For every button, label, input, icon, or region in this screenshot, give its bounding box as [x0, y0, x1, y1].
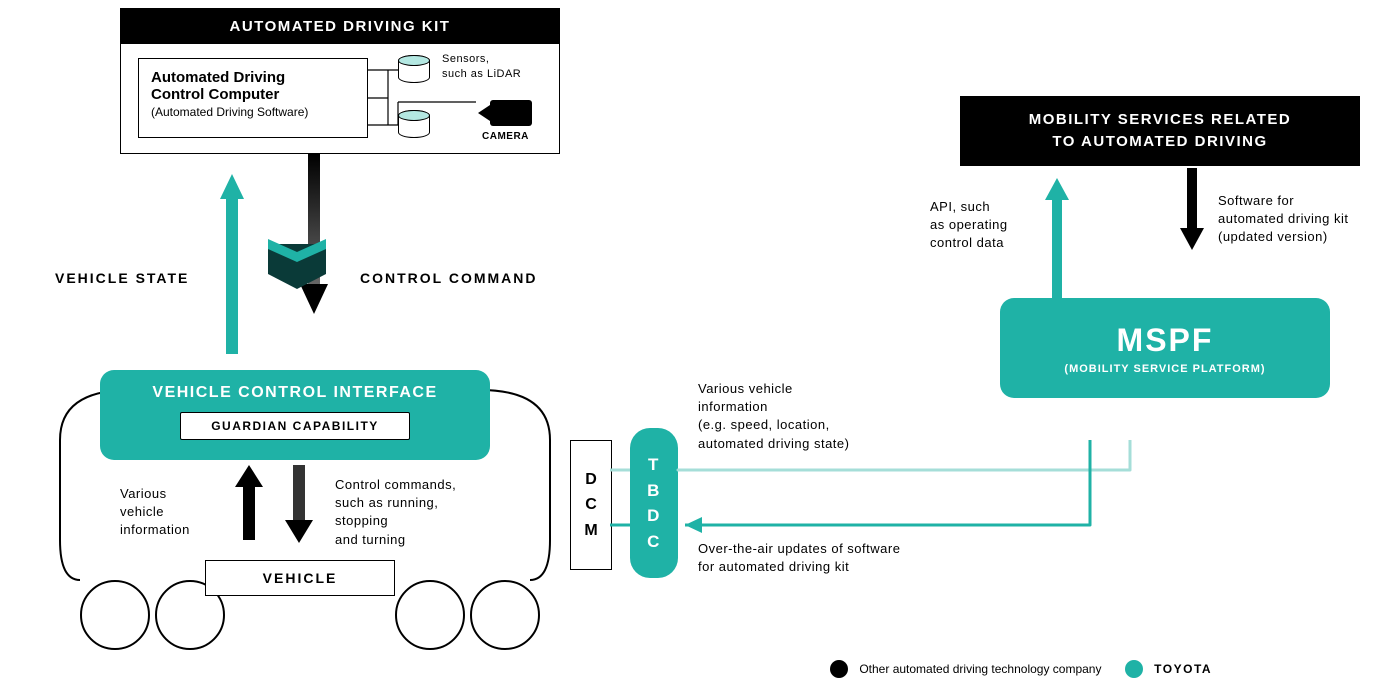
adk-internal-connectors	[368, 60, 478, 140]
mspf-title: MSPF	[1117, 322, 1214, 359]
mspf-sub: (MOBILITY SERVICE PLATFORM)	[1064, 363, 1265, 375]
control-command-label: CONTROL COMMAND	[360, 270, 538, 286]
vci-box: VEHICLE CONTROL INTERFACE GUARDIAN CAPAB…	[100, 370, 490, 460]
guardian-box: GUARDIAN CAPABILITY	[180, 412, 410, 440]
camera-icon	[490, 100, 532, 126]
mspf-box: MSPF (MOBILITY SERVICE PLATFORM)	[1000, 298, 1330, 398]
ota-flow-label: Over-the-air updates of software for aut…	[698, 540, 900, 576]
vehicle-box: VEHICLE	[205, 560, 395, 596]
legend-dot-toyota-icon	[1125, 660, 1143, 678]
adk-title-bar: AUTOMATED DRIVING KIT	[120, 8, 560, 44]
adk-computer-sub: (Automated Driving Software)	[151, 105, 355, 119]
camera-label: CAMERA	[482, 130, 529, 144]
legend: Other automated driving technology compa…	[830, 660, 1212, 678]
vci-vehicle-arrows	[225, 465, 345, 555]
dcm-label: D C M	[584, 467, 597, 544]
software-flow-label: Software for automated driving kit (upda…	[1218, 192, 1348, 247]
guardian-label: GUARDIAN CAPABILITY	[211, 419, 379, 433]
legend-toyota-label: TOYOTA	[1154, 662, 1212, 676]
dcm-box: D C M	[570, 440, 612, 570]
mobility-services-box: MOBILITY SERVICES RELATED TO AUTOMATED D…	[960, 96, 1360, 166]
adk-computer-box: Automated Driving Control Computer (Auto…	[138, 58, 368, 138]
vehicle-box-label: VEHICLE	[263, 570, 338, 586]
vehicle-info-flow-label: Various vehicle information (e.g. speed,…	[698, 380, 849, 453]
vehicle-info-label: Various vehicle information	[120, 485, 190, 540]
api-flow-label: API, such as operating control data	[930, 198, 1008, 253]
adk-computer-line2: Control Computer	[151, 86, 355, 103]
legend-other-label: Other automated driving technology compa…	[859, 662, 1101, 676]
legend-dot-other-icon	[830, 660, 848, 678]
mobility-services-label: MOBILITY SERVICES RELATED TO AUTOMATED D…	[1029, 109, 1292, 154]
adk-title: AUTOMATED DRIVING KIT	[230, 18, 451, 35]
vehicle-state-label: VEHICLE STATE	[55, 270, 189, 286]
vehicle-control-label: Control commands, such as running, stopp…	[335, 476, 456, 549]
adk-computer-line1: Automated Driving	[151, 69, 355, 86]
adk-vci-arrows	[160, 154, 420, 374]
vci-title: VEHICLE CONTROL INTERFACE	[100, 384, 490, 402]
